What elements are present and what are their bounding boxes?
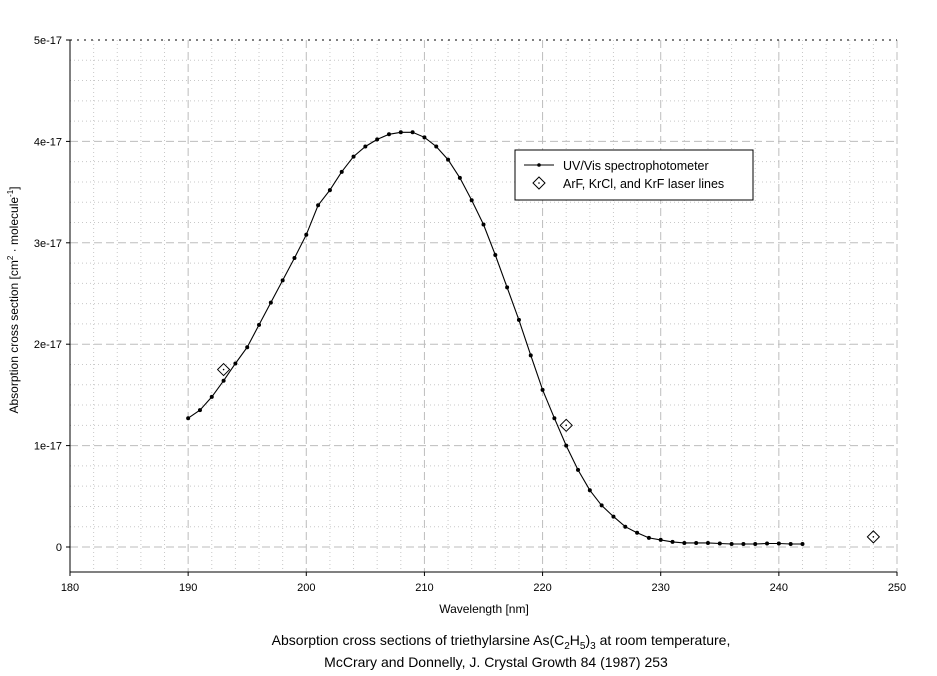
uvvis-data-point xyxy=(741,541,746,546)
uvvis-data-point xyxy=(363,144,368,149)
x-axis-label: Wavelength [nm] xyxy=(439,602,529,616)
uvvis-data-point xyxy=(516,317,521,322)
uvvis-data-point xyxy=(493,252,498,257)
uvvis-data-point xyxy=(765,541,770,546)
uvvis-data-point xyxy=(186,416,191,421)
caption-line-1: Absorption cross sections of triethylars… xyxy=(272,632,731,652)
uvvis-data-point xyxy=(623,524,628,529)
uvvis-data-point xyxy=(316,203,321,208)
uvvis-data-point xyxy=(552,416,557,421)
x-tick-label: 240 xyxy=(770,582,788,594)
uvvis-data-point xyxy=(599,503,604,508)
uvvis-data-point xyxy=(528,353,533,358)
uvvis-data-point xyxy=(564,443,569,448)
uvvis-data-point xyxy=(351,154,356,159)
legend-label-uvvis: UV/Vis spectrophotometer xyxy=(563,159,709,173)
uvvis-data-point xyxy=(386,132,391,137)
uvvis-data-point xyxy=(587,488,592,493)
uvvis-data-point xyxy=(209,394,214,399)
grid xyxy=(70,39,898,572)
x-tick-label: 210 xyxy=(415,582,433,594)
uvvis-data-point xyxy=(233,361,238,366)
uvvis-data-point xyxy=(694,540,699,545)
legend-label-laser: ArF, KrCl, and KrF laser lines xyxy=(563,177,724,191)
uvvis-data-point xyxy=(410,130,415,135)
uvvis-data-point xyxy=(457,175,462,180)
x-tick-label: 230 xyxy=(652,582,670,594)
uvvis-data-point xyxy=(776,541,781,546)
uvvis-data-point xyxy=(469,198,474,203)
uvvis-data-point xyxy=(327,188,332,193)
x-tick-label: 200 xyxy=(297,582,315,594)
laser-line-point-center xyxy=(872,536,875,538)
uvvis-data-point xyxy=(505,285,510,290)
x-tick-label: 250 xyxy=(888,582,906,594)
y-tick-label: 5e-17 xyxy=(34,35,62,47)
uvvis-data-point xyxy=(221,378,226,383)
uvvis-data-point xyxy=(257,322,262,327)
y-tick-label: 1e-17 xyxy=(34,441,62,453)
uvvis-data-point xyxy=(682,540,687,545)
uvvis-data-point xyxy=(646,535,651,540)
uvvis-data-point xyxy=(446,157,451,162)
axes: 180 190 200 210 220 230 240 250 0 1e-17 2e-17 3e-17… xyxy=(34,35,906,594)
uvvis-data-point xyxy=(434,144,439,149)
uvvis-data-point xyxy=(705,540,710,545)
y-tick-label: 0 xyxy=(56,542,62,554)
uvvis-data-point xyxy=(197,408,202,413)
uvvis-data-point xyxy=(292,256,297,261)
y-axis-label: Absorption cross section [cm2 · molecule… xyxy=(6,186,21,413)
x-tick-label: 180 xyxy=(61,582,79,594)
uvvis-data-point xyxy=(670,539,675,544)
uvvis-data-point xyxy=(729,541,734,546)
laser-line-point-center xyxy=(222,368,225,371)
uvvis-data-point xyxy=(268,300,273,305)
uvvis-data-point xyxy=(245,345,250,350)
x-tick-label: 190 xyxy=(179,582,197,594)
uvvis-data-point xyxy=(753,541,758,546)
uvvis-data-point xyxy=(635,530,640,535)
laser-line-point xyxy=(866,530,881,544)
laser-line-point-center xyxy=(565,424,567,427)
uvvis-data-point xyxy=(280,278,285,283)
uvvis-data-point xyxy=(398,130,403,135)
uvvis-data-point xyxy=(422,135,427,140)
legend: UV/Vis spectrophotometer ArF, KrCl, and … xyxy=(514,149,754,201)
laser-line-point xyxy=(216,362,231,377)
y-tick-label: 3e-17 xyxy=(34,238,62,250)
legend-dot-marker xyxy=(537,163,541,167)
uvvis-data-point xyxy=(611,514,616,519)
uvvis-data-point xyxy=(540,387,545,392)
y-tick-label: 4e-17 xyxy=(34,136,62,148)
caption-line-2: McCrary and Donnelly, J. Crystal Growth … xyxy=(324,654,668,670)
uvvis-data-point xyxy=(658,537,663,542)
uvvis-data-point xyxy=(339,169,344,174)
uvvis-data-point xyxy=(717,541,722,546)
series xyxy=(186,130,881,546)
uvvis-data-point xyxy=(304,232,309,237)
legend-diamond-center xyxy=(538,182,540,184)
uvvis-data-point xyxy=(788,541,793,546)
uvvis-data-point xyxy=(576,467,581,472)
x-tick-label: 220 xyxy=(533,582,551,594)
y-tick-label: 2e-17 xyxy=(34,339,62,351)
uvvis-data-point xyxy=(481,222,486,227)
laser-line-point xyxy=(559,418,573,433)
uvvis-data-point xyxy=(375,137,380,142)
uvvis-data-point xyxy=(800,541,805,546)
